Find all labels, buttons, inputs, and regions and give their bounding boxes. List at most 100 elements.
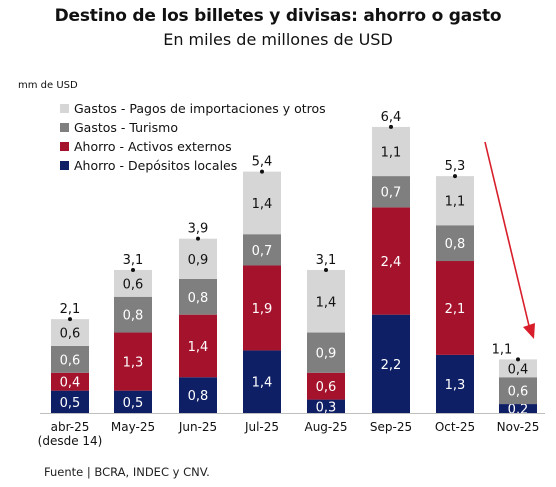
legend-swatch-imports <box>60 104 69 113</box>
bar-value-label: 2,1 <box>445 302 466 317</box>
total-label: 1,1 <box>492 342 513 357</box>
total-marker <box>196 236 200 241</box>
total-marker <box>131 267 135 272</box>
bar-segment <box>114 296 152 333</box>
bar-segment <box>307 269 345 333</box>
legend-swatch-tourism <box>60 123 69 132</box>
total-label: 2,1 <box>60 302 81 317</box>
bar-segment <box>372 176 410 208</box>
legend-label-local-deposits: Ahorro - Depósitos locales <box>74 158 238 173</box>
bar-segment <box>499 377 537 405</box>
category-label: Jun-25 <box>178 420 217 434</box>
bar-value-label: 0,9 <box>316 347 337 362</box>
bar-segment <box>51 390 89 413</box>
trend-arrow-head <box>523 323 535 339</box>
legend-item-local-deposits: Ahorro - Depósitos locales <box>60 156 326 175</box>
bar-value-label: 1,3 <box>123 356 144 371</box>
bar-value-label: 0,6 <box>60 353 81 368</box>
legend: Gastos - Pagos de importaciones y otros … <box>60 99 326 175</box>
category-label: Jul-25 <box>244 420 279 434</box>
bar-value-label: 0,8 <box>123 309 144 324</box>
bar-value-label: 0,3 <box>316 400 337 415</box>
legend-label-tourism: Gastos - Turismo <box>74 120 178 135</box>
total-label: 6,4 <box>381 110 402 125</box>
bar-segment <box>243 171 281 235</box>
bar-value-label: 0,8 <box>445 237 466 252</box>
category-label: (desde 14) <box>38 434 103 448</box>
bar-segment <box>179 314 217 378</box>
total-label: 3,9 <box>188 222 209 237</box>
bar-segment <box>51 345 89 373</box>
bar-value-label: 1,1 <box>381 146 402 161</box>
category-label: abr-25 <box>51 420 90 434</box>
bar-group: 2,2 2,4 0,7 1,1 6,4 <box>372 110 410 413</box>
total-marker <box>516 357 520 362</box>
bar-value-label: 1,9 <box>252 302 273 317</box>
legend-label-external-assets: Ahorro - Activos externos <box>74 139 232 154</box>
chart-subtitle: En miles de millones de USD <box>163 30 393 49</box>
bar-segment <box>114 269 152 297</box>
bar-segment <box>499 404 537 413</box>
total-label: 5,3 <box>445 159 466 174</box>
bar-value-label: 0,7 <box>381 186 402 201</box>
bar-segment <box>51 319 89 346</box>
bar-segment <box>436 354 474 413</box>
bar-segment <box>436 225 474 262</box>
bar-value-label: 0,6 <box>316 380 337 395</box>
legend-swatch-external-assets <box>60 142 69 151</box>
bar-value-label: 1,4 <box>252 376 273 391</box>
bar-value-label: 0,5 <box>123 396 144 411</box>
legend-swatch-local-deposits <box>60 161 69 170</box>
bar-group: 0,8 1,4 0,8 0,9 3,9 <box>179 222 217 413</box>
total-marker <box>453 174 457 179</box>
bar-segment <box>372 126 410 177</box>
bar-group: 0,5 1,3 0,8 0,6 3,1 <box>114 253 152 413</box>
bar-segment <box>114 332 152 391</box>
bar-segment <box>243 350 281 413</box>
bar-segment <box>179 278 217 315</box>
total-label: 3,1 <box>316 253 337 268</box>
bar-value-label: 2,2 <box>381 358 402 373</box>
bar-value-label: 0,4 <box>508 362 529 377</box>
bar-value-label: 0,9 <box>188 253 209 268</box>
bar-group: 0,5 0,4 0,6 0,6 2,1 <box>51 302 89 413</box>
bar-segment <box>436 261 474 355</box>
trend-arrow-line <box>484 141 531 331</box>
bar-segment <box>372 207 410 315</box>
legend-item-tourism: Gastos - Turismo <box>60 118 326 137</box>
total-label: 5,4 <box>252 155 273 170</box>
bar-segment <box>243 234 281 266</box>
bar-value-label: 2,4 <box>381 255 402 270</box>
bar-segment <box>436 176 474 226</box>
bar-segment <box>499 359 537 378</box>
total-marker <box>389 124 393 129</box>
y-axis-unit-label: mm de USD <box>18 80 78 91</box>
bar-value-label: 0,8 <box>188 291 209 306</box>
bar-value-label: 0,6 <box>123 277 144 292</box>
bar-group: 0,3 0,6 0,9 1,4 3,1 <box>307 253 345 415</box>
bar-group: 1,4 1,9 0,7 1,4 5,4 <box>243 155 281 413</box>
category-label: Aug-25 <box>304 420 347 434</box>
bar-segment <box>307 332 345 373</box>
bar-value-label: 0,8 <box>188 389 209 404</box>
bar-segment <box>243 265 281 351</box>
bar-value-label: 1,1 <box>445 195 466 210</box>
bar-value-label: 1,4 <box>252 197 273 212</box>
bar-segment <box>114 390 152 413</box>
bar-value-label: 0,5 <box>60 396 81 411</box>
bar-group: 0,2 0,6 0,4 1,1 <box>492 342 537 418</box>
total-marker <box>324 267 328 272</box>
bar-segment <box>307 399 345 413</box>
bar-segment <box>51 372 89 391</box>
bar-value-label: 0,4 <box>60 376 81 391</box>
legend-label-imports: Gastos - Pagos de importaciones y otros <box>74 101 326 116</box>
bar-value-label: 0,7 <box>252 244 273 259</box>
category-label: Nov-25 <box>497 420 540 434</box>
chart-title: Destino de los billetes y divisas: ahorr… <box>54 6 502 26</box>
bar-value-label: 0,6 <box>60 327 81 342</box>
bar-value-label: 1,3 <box>445 378 466 393</box>
category-label: May-25 <box>111 420 155 434</box>
total-label: 3,1 <box>123 253 144 268</box>
category-label: Sep-25 <box>370 420 412 434</box>
